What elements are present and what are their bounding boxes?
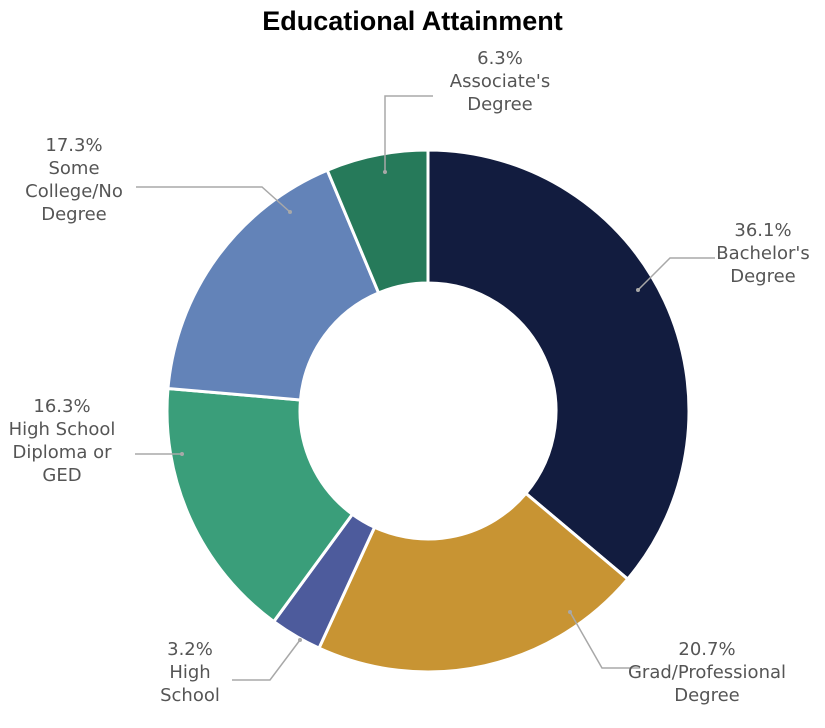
leader-dot-1: [568, 610, 572, 614]
donut-slice-1: [317, 491, 630, 674]
leader-line-1: [569, 611, 640, 669]
data-label-line: College/No: [25, 181, 123, 202]
data-label-2: 3.2% High School: [160, 639, 220, 706]
data-label-line: School: [160, 685, 220, 706]
data-label-line: Grad/Professional: [628, 662, 786, 683]
leader-dot-2: [298, 638, 302, 642]
data-label-line: Degree: [674, 685, 740, 706]
data-label-line: GED: [42, 465, 81, 486]
donut-slice-3: [165, 386, 355, 624]
data-label-line: 6.3%: [477, 48, 523, 69]
data-label-line: Degree: [730, 266, 796, 287]
data-label-line: Some: [48, 158, 99, 179]
leader-lines-layer: [135, 95, 715, 681]
donut-slice-5: [325, 148, 430, 295]
data-label-line: Bachelor's: [716, 243, 810, 264]
data-label-5: 6.3% Associate's Degree: [450, 48, 550, 115]
leader-dot-5: [383, 170, 387, 174]
data-label-line: 20.7%: [678, 639, 735, 660]
chart-title: Educational Attainment: [262, 6, 563, 36]
leader-line-5: [384, 95, 433, 172]
data-label-4: 17.3% Some College/No Degree: [25, 135, 123, 225]
donut-slice-0: [426, 148, 691, 582]
leader-dot-3: [180, 452, 184, 456]
leader-dot-0: [636, 288, 640, 292]
donut-slice-4: [166, 168, 381, 402]
data-label-line: 16.3%: [33, 396, 90, 417]
data-label-line: 36.1%: [734, 220, 791, 241]
data-label-line: Diploma or: [13, 442, 113, 463]
data-label-line: 3.2%: [167, 639, 213, 660]
data-label-line: Associate's: [450, 71, 550, 92]
data-label-3: 16.3% High School Diploma or GED: [9, 396, 116, 486]
data-label-line: High: [169, 662, 210, 683]
data-label-1: 20.7% Grad/Professional Degree: [628, 639, 786, 706]
leader-line-4: [136, 186, 291, 213]
slices-layer: [165, 148, 691, 674]
leader-dot-4: [288, 210, 292, 214]
leader-line-0: [637, 257, 715, 291]
data-label-line: High School: [9, 419, 116, 440]
leader-line-2: [232, 639, 301, 681]
data-label-0: 36.1% Bachelor's Degree: [716, 220, 810, 287]
data-label-line: Degree: [467, 94, 533, 115]
data-label-line: 17.3%: [45, 135, 102, 156]
data-label-line: Degree: [41, 204, 107, 225]
